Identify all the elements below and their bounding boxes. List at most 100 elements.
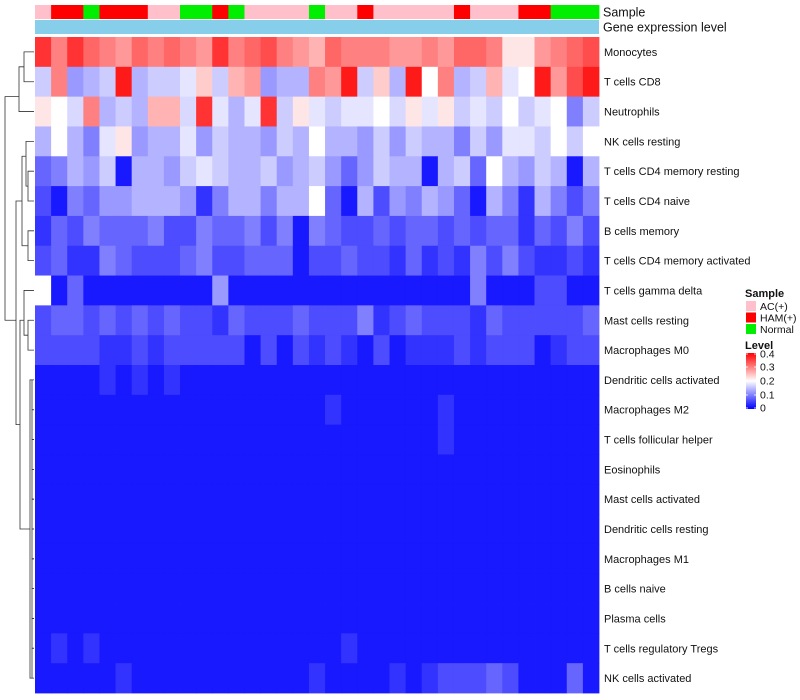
heatmap-cell: [212, 126, 229, 157]
heatmap-cell: [534, 633, 552, 664]
heatmap-cell: [518, 335, 535, 366]
heatmap-cell: [341, 335, 358, 366]
heatmap-cell: [582, 633, 600, 664]
heatmap-cell: [51, 484, 68, 515]
heatmap-cell: [196, 156, 213, 187]
heatmap-cell: [421, 514, 439, 545]
heatmap-cell: [212, 66, 229, 98]
heatmap-cell: [486, 633, 503, 664]
heatmap-cell: [308, 126, 326, 157]
heatmap-cell: [99, 186, 116, 217]
heatmap-cell: [83, 543, 100, 575]
heatmap-cell: [453, 66, 471, 98]
heatmap-cell: [163, 573, 181, 604]
heatmap-cell: [292, 37, 310, 68]
heatmap-cell: [276, 66, 294, 98]
heatmap-cell: [244, 66, 261, 98]
heatmap-cell: [453, 365, 471, 396]
heatmap-cell: [212, 186, 229, 217]
heatmap-cell: [357, 365, 374, 396]
heatmap-cell: [115, 454, 133, 485]
heatmap-cell: [389, 484, 407, 515]
heatmap-cell: [486, 186, 503, 217]
row-label: T cells CD8: [604, 77, 661, 89]
legend-sample-title: Sample: [745, 288, 784, 300]
dendrogram-branch: [23, 290, 34, 336]
heatmap-cell: [502, 514, 519, 545]
heatmap-cell: [534, 186, 552, 217]
heatmap-cell: [389, 394, 407, 426]
heatmap-cell: [276, 633, 294, 664]
heatmap-cell: [147, 514, 165, 545]
heatmap-cell: [99, 543, 116, 575]
heatmap-cell: [518, 424, 535, 455]
heatmap-cell: [276, 484, 294, 515]
sample-cell: [373, 5, 390, 19]
heatmap-cell: [260, 633, 278, 664]
heatmap-cell: [389, 245, 407, 276]
heatmap-cell: [421, 394, 439, 426]
heatmap-cell: [180, 245, 197, 276]
heatmap-cell: [389, 275, 407, 306]
heatmap-cell: [308, 484, 326, 515]
heatmap-cell: [437, 394, 455, 426]
heatmap-cell: [83, 633, 100, 664]
heatmap-cell: [147, 633, 165, 664]
heatmap-cell: [228, 215, 245, 247]
heatmap-cell: [389, 37, 407, 68]
heatmap-cell: [325, 305, 342, 336]
heatmap-cell: [341, 663, 358, 694]
heatmap-cell: [67, 394, 84, 426]
heatmap-cell: [357, 543, 374, 575]
heatmap-cell: [308, 96, 326, 127]
heatmap-cell: [325, 156, 342, 187]
heatmap-cell: [196, 454, 213, 485]
heatmap-cell: [341, 365, 358, 396]
heatmap-cell: [131, 37, 149, 68]
sample-cell: [147, 5, 165, 19]
heatmap-cell: [486, 603, 503, 634]
heatmap-cell: [437, 603, 455, 634]
heatmap-cell: [260, 96, 278, 127]
heatmap-cell: [518, 454, 535, 485]
heatmap-cell: [582, 484, 600, 515]
heatmap-cell: [421, 126, 439, 157]
heatmap-cell: [325, 126, 342, 157]
heatmap-cell: [260, 424, 278, 455]
sample-cell: [389, 5, 407, 19]
legend: Sample AC(+)HAM(+)Normal Level 0.40.3 0.2…: [745, 288, 796, 415]
heatmap-cell: [292, 245, 310, 276]
heatmap-cell: [357, 96, 374, 127]
heatmap-cell: [35, 126, 52, 157]
heatmap-cell: [405, 126, 423, 157]
legend-swatch: [746, 301, 756, 311]
heatmap-cell: [518, 603, 535, 634]
heatmap-cell: [518, 514, 535, 545]
heatmap-cell: [196, 305, 213, 336]
heatmap-cell: [99, 603, 116, 634]
row-label: T cells CD4 memory activated: [604, 256, 751, 268]
heatmap-cell: [437, 37, 455, 68]
heatmap-cell: [405, 633, 423, 664]
heatmap-cell: [244, 96, 261, 127]
heatmap-cell: [147, 543, 165, 575]
heatmap-cell: [502, 96, 519, 127]
heatmap-cell: [163, 96, 181, 127]
heatmap-cell: [51, 305, 68, 336]
heatmap-cell: [325, 514, 342, 545]
heatmap-cell: [131, 514, 149, 545]
heatmap-cell: [180, 37, 197, 68]
heatmap-cell: [437, 514, 455, 545]
heatmap-cell: [292, 126, 310, 157]
heatmap-cell: [357, 215, 374, 247]
heatmap-cell: [212, 335, 229, 366]
heatmap-cell: [341, 514, 358, 545]
heatmap-cell: [325, 394, 342, 426]
heatmap-cell: [582, 394, 600, 426]
heatmap-cell: [518, 66, 535, 98]
heatmap-cell: [147, 335, 165, 366]
heatmap-cell: [357, 305, 374, 336]
heatmap-cell: [518, 543, 535, 575]
heatmap-cell: [373, 126, 390, 157]
heatmap-cell: [51, 245, 68, 276]
